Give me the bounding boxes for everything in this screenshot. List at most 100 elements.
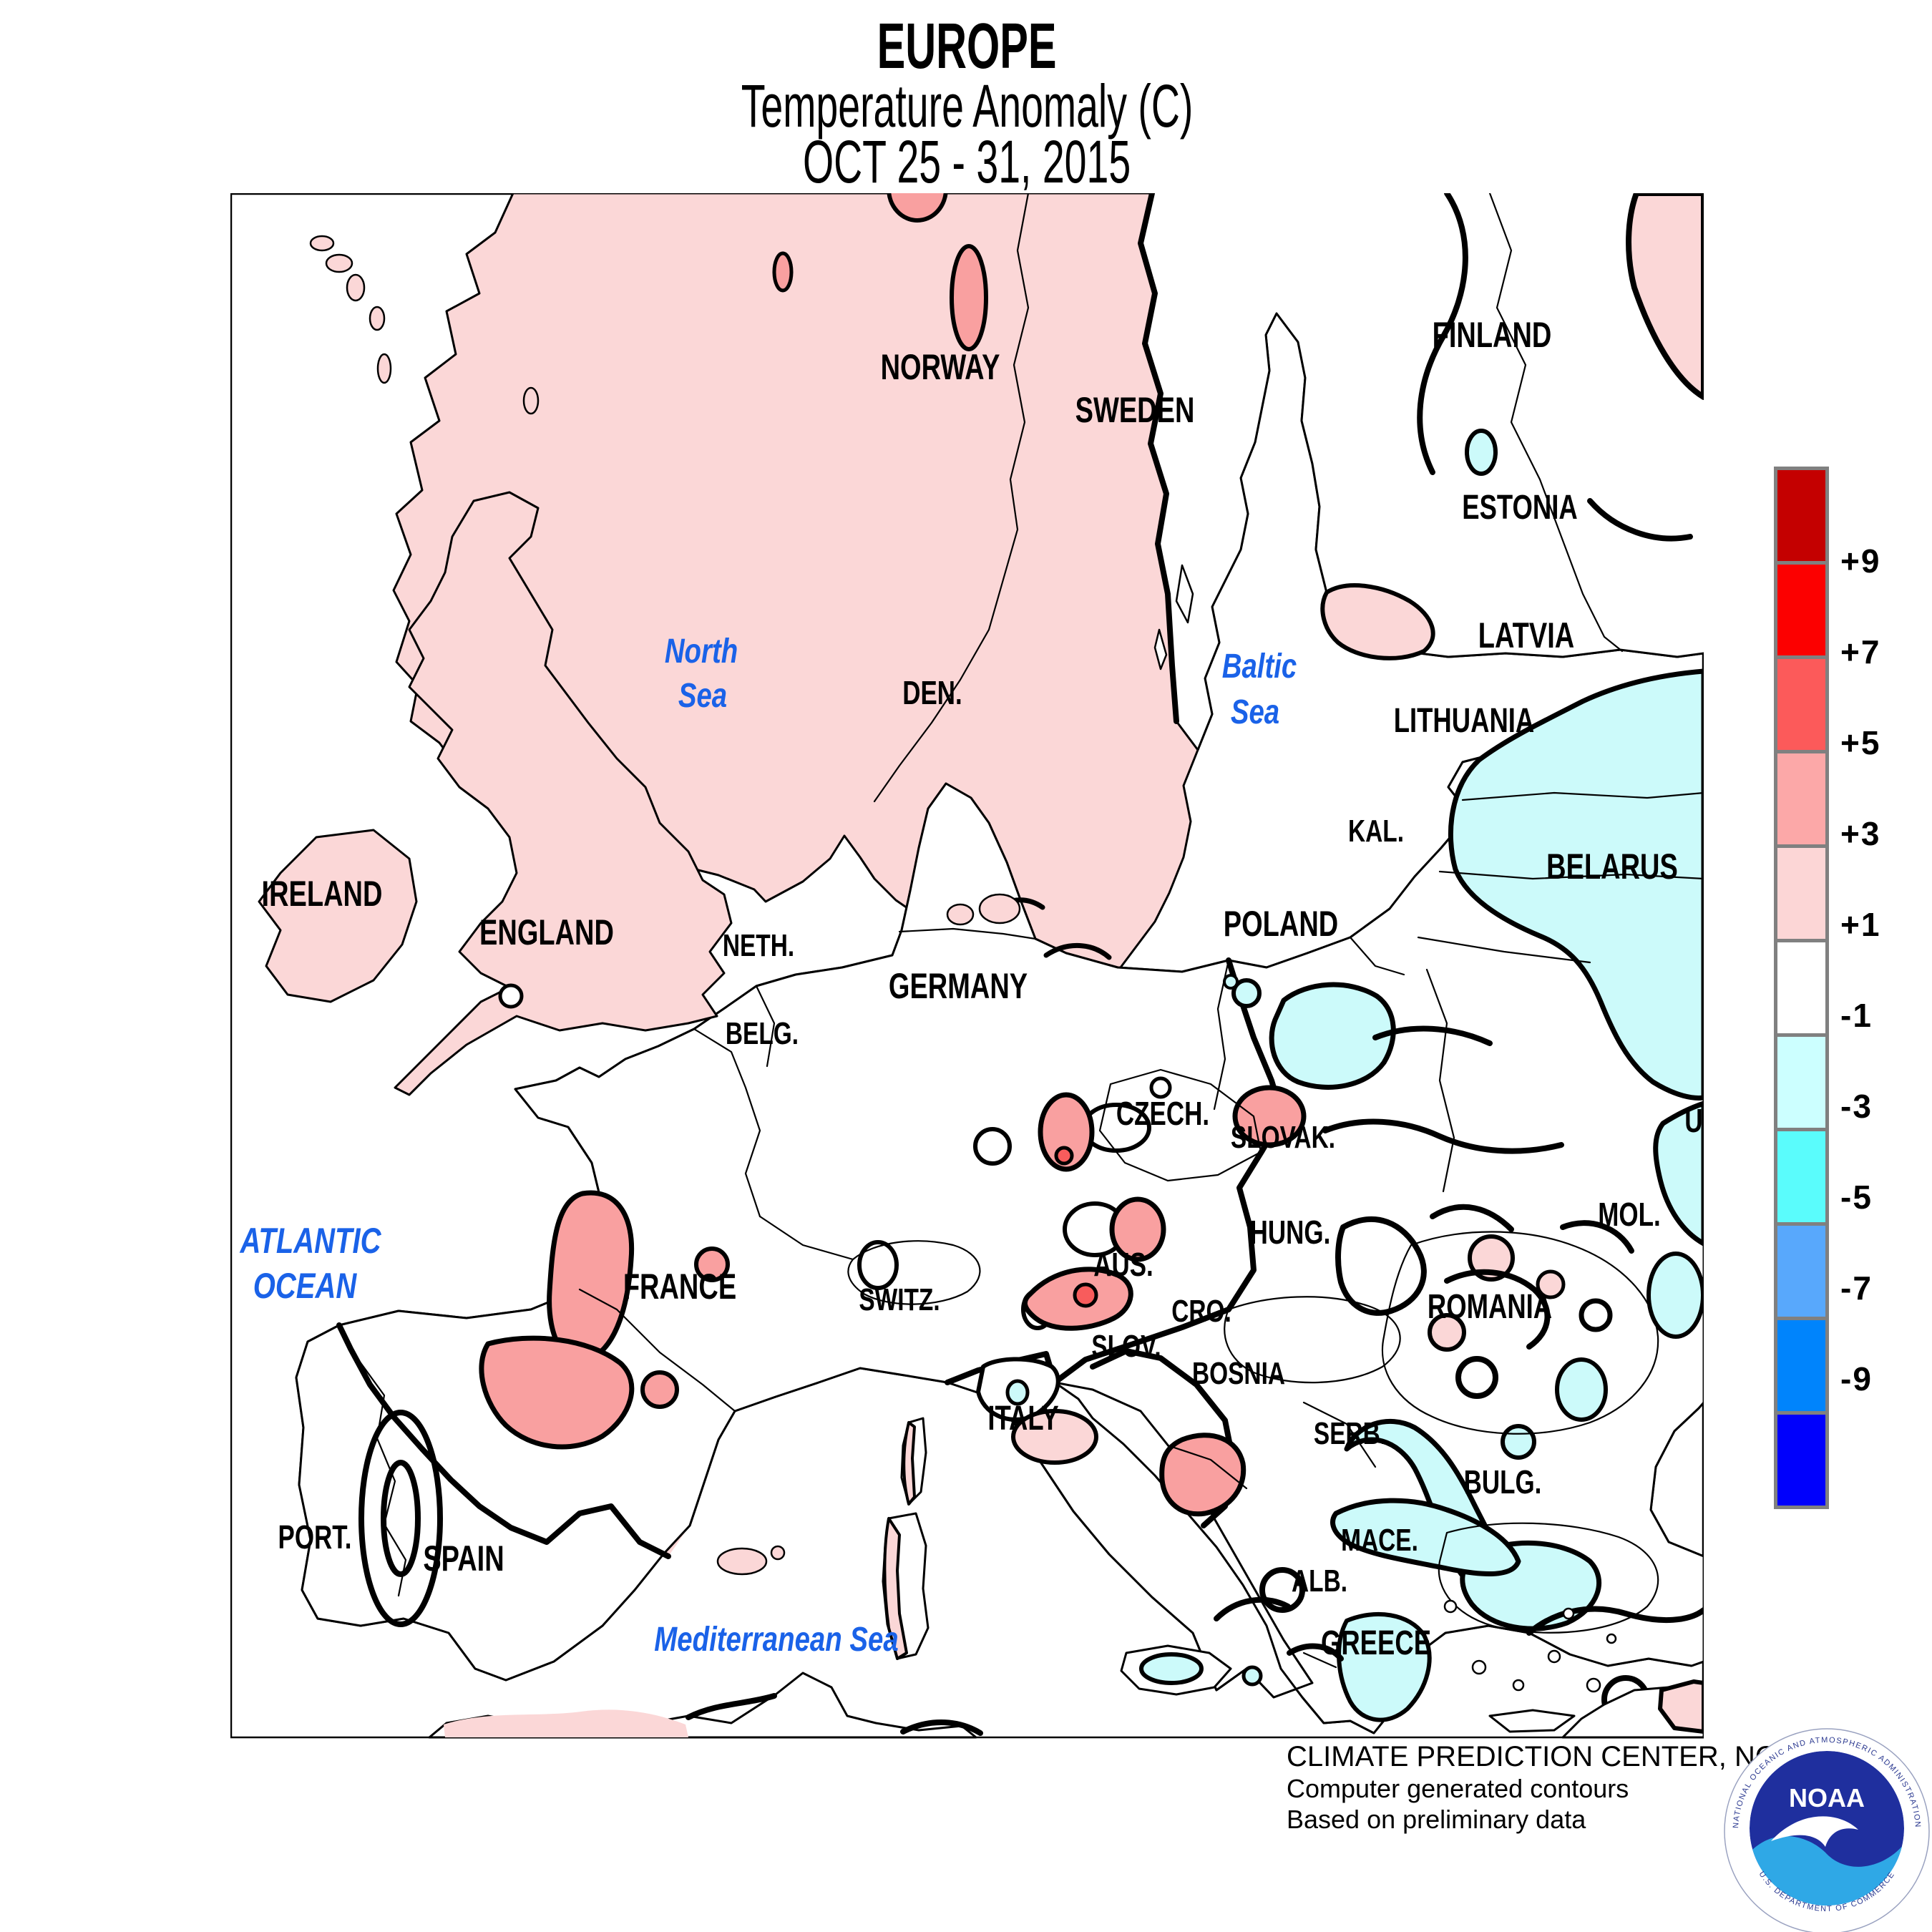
- map-label-port: PORT.: [278, 1518, 352, 1556]
- map-label-alb: ALB.: [1291, 1563, 1348, 1599]
- cool1-dot-poland-1: [1231, 978, 1262, 1008]
- credit-line-3: Based on preliminary data: [1287, 1805, 1586, 1835]
- border-finland-russia: [1488, 193, 1624, 653]
- cool1-patch-se-romania: [1555, 1357, 1608, 1422]
- contour-east-europe: [1052, 957, 1285, 1385]
- cool1-dot-calabria: [1241, 1665, 1263, 1687]
- contour-iberia: [336, 1322, 671, 1559]
- contour-ring-romania: [1455, 1356, 1498, 1399]
- normal-hole-germany-4: [1149, 1076, 1172, 1099]
- map-label-greece: GREECE: [1320, 1624, 1432, 1662]
- contour-ring-apulia: [1259, 1567, 1305, 1613]
- legend-swatch: [1774, 1222, 1829, 1320]
- map-label-france: FRANCE: [623, 1267, 737, 1307]
- warm3-patch-norway-coast: [772, 251, 794, 293]
- cool1-patch-finland: [1465, 429, 1498, 476]
- map-label-romania: ROMANIA: [1427, 1288, 1553, 1326]
- warm1-patch-tuscany: [1011, 1409, 1098, 1465]
- warm3-dot-france-1: [640, 1370, 679, 1409]
- legend-swatch: [1774, 561, 1829, 659]
- island-crete: [1488, 1709, 1576, 1733]
- warm1-patch-africa: [444, 1709, 688, 1737]
- sea-label-baltic: Baltic: [1221, 648, 1297, 686]
- sea-label-sea: Sea: [1230, 693, 1280, 731]
- warm3-patch-norway-north: [887, 193, 948, 223]
- map-label-slov: SLOV.: [1091, 1329, 1161, 1364]
- cool1-dot-ne-italy: [1005, 1379, 1030, 1406]
- legend-tick-3: +3: [1840, 815, 1881, 852]
- cool1-patch-sicily: [1139, 1652, 1204, 1685]
- map-date-range: OCT 25 - 31, 2015: [803, 128, 1131, 195]
- warm3-patch-czech: [1038, 1092, 1095, 1172]
- country-borders: [354, 791, 1704, 1669]
- cool1-dot-poland-2: [1223, 974, 1239, 990]
- contour-romania-2: [1430, 1204, 1551, 1350]
- credits: CLIMATE PREDICTION CENTER, NOAA Computer…: [1287, 1740, 1815, 1835]
- map-label-czech: CZECH.: [1116, 1095, 1210, 1132]
- map-label-bulg: BULG.: [1463, 1463, 1542, 1501]
- map-label-estonia: ESTONIA: [1462, 489, 1578, 527]
- island-great-britain: [394, 491, 733, 1096]
- cool1-region-ukraine-edge: [1653, 1101, 1704, 1246]
- legend-tick-1: +1: [1840, 906, 1881, 943]
- legend-colorbar: [1774, 467, 1829, 1509]
- warm1-patch-nw-russia: [1626, 193, 1704, 400]
- warm1-dot-romania-2: [1428, 1313, 1466, 1352]
- contour-ring-portugal-outer: [358, 1410, 443, 1627]
- warm3-patch-norway: [950, 244, 988, 351]
- map-label-hung: HUNG.: [1249, 1214, 1331, 1251]
- map-label-england: ENGLAND: [479, 912, 614, 952]
- legend-tick-9: -9: [1840, 1360, 1873, 1397]
- island-zealand: [978, 893, 1021, 924]
- map-label-sweden: SWEDEN: [1075, 390, 1195, 430]
- map-label-belg: BELG.: [725, 1016, 799, 1051]
- faroe-islands: [309, 235, 392, 384]
- map-label-ireland: IRELAND: [261, 874, 383, 914]
- contour-ring-moldova: [1579, 1298, 1613, 1332]
- normal-hole-germany-1: [973, 1127, 1012, 1166]
- legend-swatch: [1774, 1128, 1829, 1226]
- legend-tick-9: +9: [1840, 542, 1881, 580]
- map-label-den: DEN.: [902, 674, 962, 711]
- map-label-serb: SERB.: [1313, 1416, 1387, 1451]
- cool1-region-north-greece: [1330, 1498, 1521, 1577]
- contour-romania-1: [1335, 1216, 1427, 1316]
- contour-poland-belarus: [1322, 1025, 1564, 1154]
- contour-africa: [686, 1693, 983, 1736]
- legend-swatch: [1774, 1033, 1829, 1131]
- legend-swatch: [1774, 1411, 1829, 1509]
- map-label-mace: MACE.: [1341, 1523, 1418, 1558]
- map-label-poland: POLAND: [1223, 904, 1339, 944]
- contour-sweden: [1138, 193, 1179, 724]
- warm1-strip-sardinia: [883, 1517, 908, 1660]
- legend-tick-3: -3: [1840, 1088, 1873, 1125]
- warm1-strip-corsica: [902, 1421, 916, 1506]
- warm3-patch-slovakia: [1232, 1085, 1307, 1148]
- map-label-cro: CRO.: [1171, 1294, 1231, 1329]
- island-ireland: [258, 829, 418, 1003]
- warm3-dot-france-2: [694, 1246, 730, 1282]
- map-svg: [230, 193, 1704, 1739]
- credit-line-2: Computer generated contours: [1287, 1774, 1629, 1803]
- cool1-region-peloponnese: [1337, 1611, 1432, 1722]
- warm5-core-czech: [1054, 1146, 1074, 1166]
- legend-swatches: [1774, 467, 1829, 1509]
- logo-noaa-text: NOAA: [1789, 1783, 1865, 1813]
- logo-emblem: [1750, 1751, 1904, 1906]
- cool1-region-baltics: [1448, 668, 1704, 1101]
- sea-label-ocean: OCEAN: [253, 1266, 357, 1306]
- shetland-islands: [522, 386, 540, 415]
- map-label-slovak: SLOVAK.: [1230, 1120, 1336, 1155]
- legend-swatch: [1774, 467, 1829, 565]
- contour-ring-portugal-inner: [381, 1460, 421, 1577]
- legend-tick-5: +5: [1840, 724, 1881, 761]
- map-label-norway: NORWAY: [880, 347, 1000, 387]
- warm1-dot-romania-3: [1536, 1269, 1566, 1299]
- sea-label-mediterranean-sea: Mediterranean Sea: [654, 1621, 899, 1659]
- contour-nw-russia-1: [1417, 193, 1468, 475]
- legend-swatch: [1774, 939, 1829, 1037]
- map-label-latvia: LATVIA: [1478, 615, 1575, 655]
- map-label-kal: KAL.: [1347, 814, 1405, 849]
- coastline-scandinavia: [1175, 312, 1704, 751]
